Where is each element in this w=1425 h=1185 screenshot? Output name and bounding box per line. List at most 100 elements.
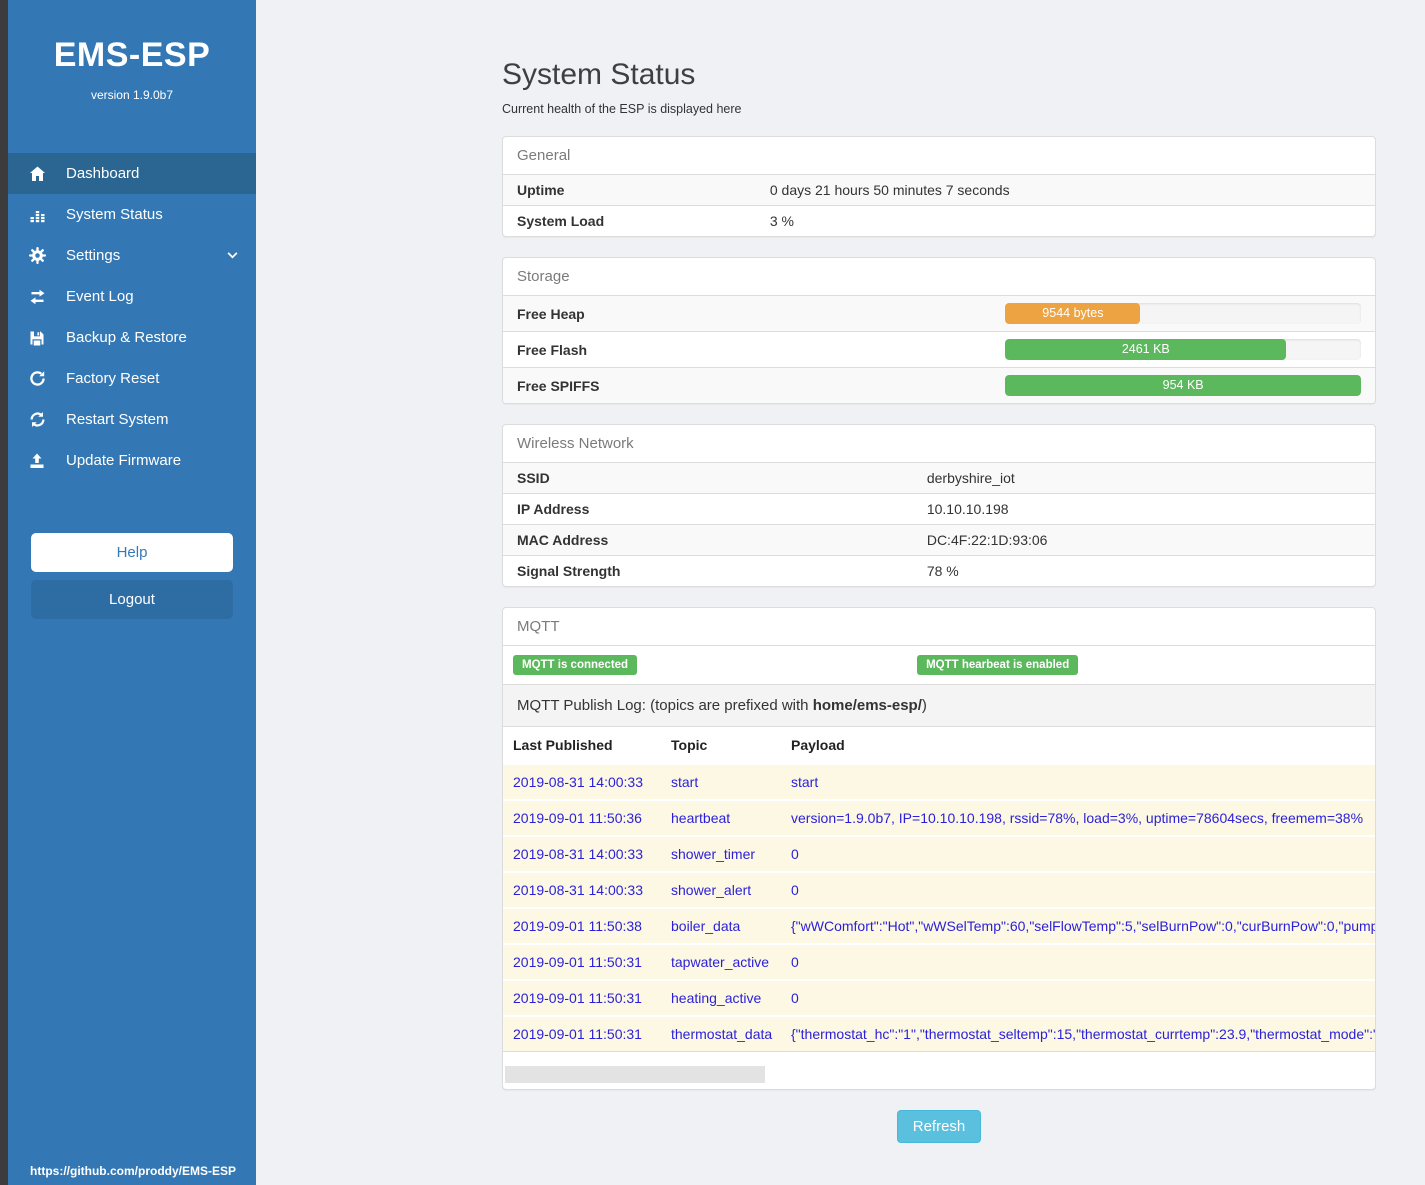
- sidebar-item-event-log[interactable]: Event Log: [8, 276, 256, 317]
- table-row: 2019-08-31 14:00:33 shower_alert 0: [503, 871, 1375, 909]
- help-button[interactable]: Help: [31, 533, 233, 572]
- scrollbar-thumb[interactable]: [505, 1066, 766, 1083]
- mqtt-badges-row: MQTT is connected MQTT hearbeat is enabl…: [503, 645, 1375, 684]
- published-cell: 2019-09-01 11:50:38: [503, 907, 661, 945]
- ssid-value: derbyshire_iot: [912, 462, 1375, 494]
- payload-cell: {"wWComfort":"Hot","wWSelTemp":60,"selFl…: [781, 907, 1375, 945]
- general-panel-heading: General: [517, 147, 571, 164]
- app-brand: EMS-ESP version 1.9.0b7: [8, 0, 256, 102]
- topic-cell: heartbeat: [661, 799, 781, 837]
- system-load-label: System Load: [503, 205, 756, 236]
- gear-icon: [29, 247, 49, 264]
- col-last-published: Last Published: [503, 726, 661, 765]
- content: System Status Current health of the ESP …: [502, 58, 1376, 1143]
- published-cell: 2019-08-31 14:00:33: [503, 763, 661, 801]
- topic-cell: tapwater_active: [661, 943, 781, 981]
- chevron-down-icon: [227, 252, 238, 259]
- upload-icon: [29, 453, 49, 469]
- topic-cell: boiler_data: [661, 907, 781, 945]
- table-row: Free Heap 9544 bytes: [503, 295, 1375, 332]
- payload-cell: version=1.9.0b7, IP=10.10.10.198, rssid=…: [781, 799, 1375, 837]
- sidebar-item-restart-system[interactable]: Restart System: [8, 399, 256, 440]
- page-subtitle: Current health of the ESP is displayed h…: [502, 102, 742, 116]
- uptime-value: 0 days 21 hours 50 minutes 7 seconds: [755, 174, 1375, 206]
- uptime-label: Uptime: [503, 174, 756, 206]
- ssid-label: SSID: [503, 462, 913, 494]
- sidebar-item-label: Settings: [66, 247, 121, 264]
- mac-address-label: MAC Address: [503, 524, 913, 556]
- free-spiffs-progress-bar: 954 KB: [1005, 375, 1361, 396]
- free-heap-progress-bar: 9544 bytes: [1005, 303, 1141, 324]
- ip-address-label: IP Address: [503, 493, 913, 525]
- mqtt-publish-log-caption: MQTT Publish Log: (topics are prefixed w…: [503, 684, 1375, 726]
- rotate-icon: [29, 370, 49, 387]
- free-heap-label: Free Heap: [503, 295, 992, 332]
- sidebar-item-label: Event Log: [66, 288, 134, 305]
- mqtt-panel: MQTT MQTT is connected MQTT hearbeat is …: [502, 607, 1376, 1090]
- sidebar-item-label: Restart System: [66, 411, 169, 428]
- app-version: version 1.9.0b7: [90, 88, 174, 102]
- home-icon: [29, 166, 49, 182]
- free-heap-progress-track: 9544 bytes: [1005, 303, 1361, 324]
- free-flash-progress-bar: 2461 KB: [1005, 339, 1287, 360]
- publish-log-topic-prefix: home/ems-esp/: [812, 697, 922, 714]
- table-row: System Load 3 %: [503, 205, 1375, 236]
- sidebar-item-label: System Status: [66, 206, 163, 223]
- published-cell: 2019-09-01 11:50:31: [503, 979, 661, 1017]
- main-area: System Status Current health of the ESP …: [256, 0, 1425, 1185]
- sidebar-item-label: Backup & Restore: [66, 329, 187, 346]
- app-title: EMS-ESP: [53, 36, 211, 74]
- mqtt-connected-badge: MQTT is connected: [513, 655, 638, 675]
- sidebar-item-update-firmware[interactable]: Update Firmware: [8, 440, 256, 481]
- free-flash-progress-track: 2461 KB: [1005, 339, 1361, 360]
- col-topic: Topic: [661, 726, 781, 765]
- sidebar-item-label: Update Firmware: [66, 452, 182, 469]
- sidebar-nav: Dashboard System Status: [8, 153, 256, 481]
- exchange-icon: [29, 289, 49, 305]
- payload-cell: {"thermostat_hc":"1","thermostat_seltemp…: [781, 1015, 1375, 1052]
- wireless-panel: Wireless Network SSID derbyshire_iot IP …: [502, 424, 1376, 587]
- sidebar: EMS-ESP version 1.9.0b7 Dashboard System…: [8, 0, 256, 1185]
- sidebar-item-label: Factory Reset: [66, 370, 160, 387]
- mqtt-heartbeat-badge: MQTT hearbeat is enabled: [917, 655, 1079, 675]
- publish-log-text: MQTT Publish Log: (topics are prefixed w…: [517, 697, 813, 714]
- logout-button[interactable]: Logout: [31, 580, 233, 619]
- general-table: Uptime 0 days 21 hours 50 minutes 7 seco…: [503, 174, 1375, 236]
- signal-strength-value: 78 %: [912, 555, 1375, 586]
- free-spiffs-cell: 954 KB: [991, 367, 1375, 403]
- published-cell: 2019-09-01 11:50:36: [503, 799, 661, 837]
- wireless-table: SSID derbyshire_iot IP Address 10.10.10.…: [503, 462, 1375, 586]
- topic-cell: thermostat_data: [661, 1015, 781, 1052]
- refresh-button[interactable]: Refresh: [896, 1110, 982, 1143]
- storage-panel: Storage Free Heap 9544 bytes Free Flash: [502, 257, 1376, 404]
- free-spiffs-progress-track: 954 KB: [1005, 375, 1361, 396]
- page-title: System Status: [502, 58, 696, 91]
- sidebar-item-system-status[interactable]: System Status: [8, 194, 256, 235]
- sidebar-item-label: Dashboard: [66, 165, 140, 182]
- sidebar-item-dashboard[interactable]: Dashboard: [8, 153, 256, 194]
- sidebar-item-backup-restore[interactable]: Backup & Restore: [8, 317, 256, 358]
- published-cell: 2019-09-01 11:50:31: [503, 943, 661, 981]
- free-heap-cell: 9544 bytes: [991, 295, 1375, 332]
- free-flash-label: Free Flash: [503, 331, 992, 368]
- sidebar-item-settings[interactable]: Settings: [8, 235, 256, 276]
- payload-cell: start: [781, 763, 1375, 801]
- horizontal-scrollbar[interactable]: [505, 1066, 1373, 1083]
- sidebar-item-factory-reset[interactable]: Factory Reset: [8, 358, 256, 399]
- table-row: 2019-09-01 11:50:36 heartbeat version=1.…: [503, 799, 1375, 837]
- table-row: Free SPIFFS 954 KB: [503, 367, 1375, 403]
- published-cell: 2019-09-01 11:50:31: [503, 1015, 661, 1052]
- free-flash-cell: 2461 KB: [991, 331, 1375, 368]
- col-payload: Payload: [781, 726, 1375, 765]
- payload-cell: 0: [781, 871, 1375, 909]
- general-panel: General Uptime 0 days 21 hours 50 minute…: [502, 136, 1376, 237]
- sync-icon: [29, 411, 49, 428]
- table-row: 2019-08-31 14:00:33 shower_timer 0: [503, 835, 1375, 873]
- window-edge: [0, 0, 8, 1185]
- topic-cell: shower_timer: [661, 835, 781, 873]
- mqtt-panel-heading: MQTT: [517, 618, 560, 635]
- table-row: Signal Strength 78 %: [503, 555, 1375, 586]
- github-link[interactable]: https://github.com/proddy/EMS-ESP: [30, 1164, 236, 1178]
- sidebar-buttons: Help Logout: [8, 533, 256, 619]
- mqtt-log-header-row: Last Published Topic Payload: [503, 726, 1375, 765]
